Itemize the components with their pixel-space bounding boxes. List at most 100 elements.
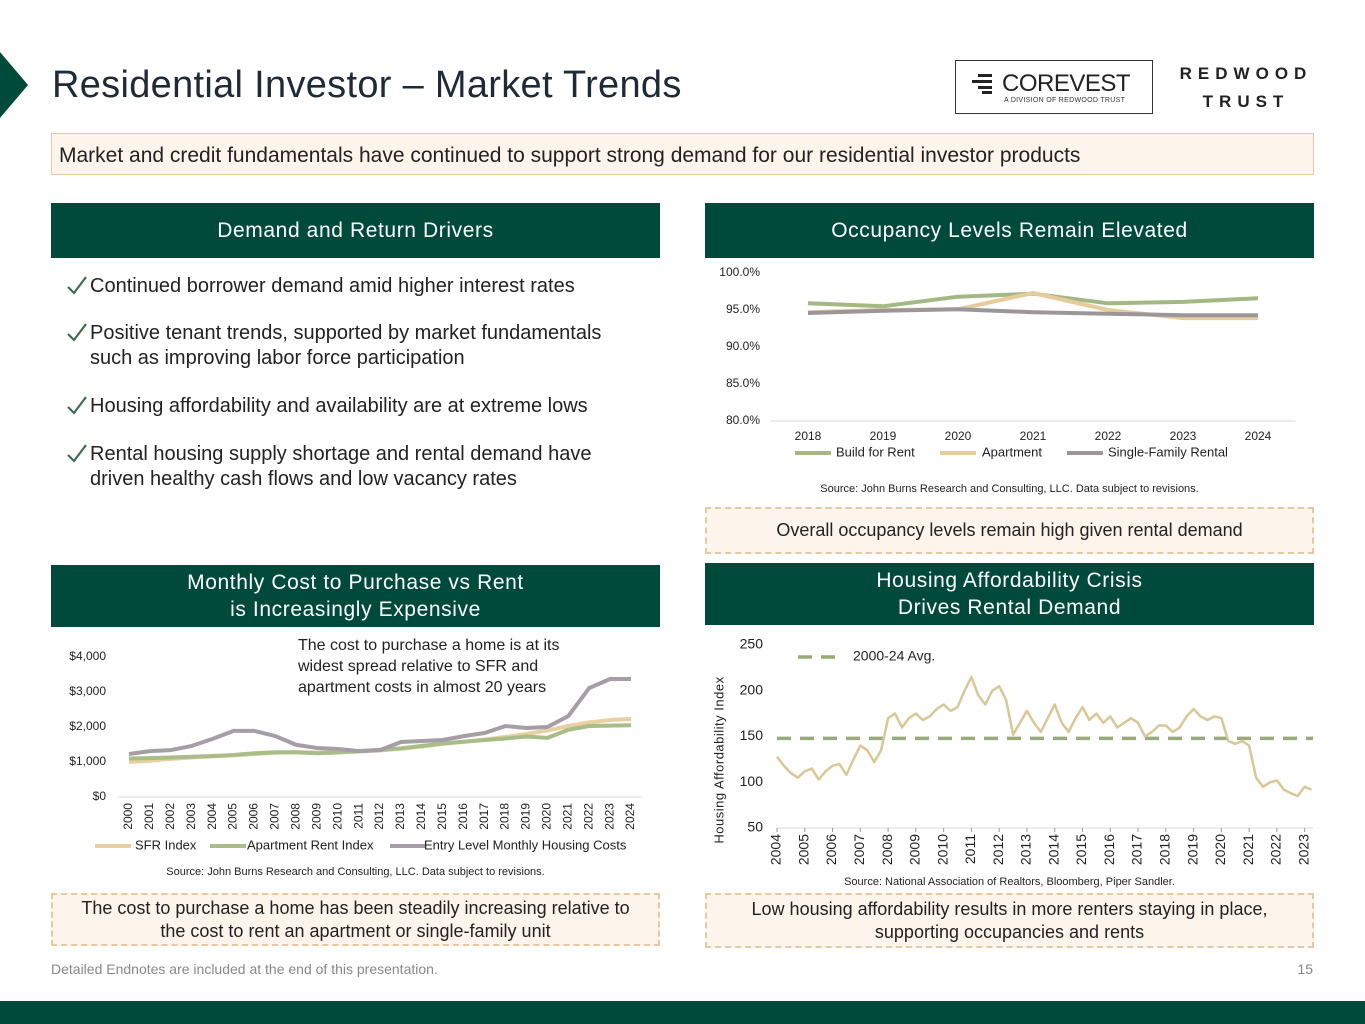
x-tick-label: 2003 — [184, 803, 198, 830]
y-tick-label: 50 — [747, 819, 763, 835]
x-tick-label: 2015 — [435, 803, 449, 830]
corevest-logo: COREVEST A DIVISION OF REDWOOD TRUST — [955, 60, 1153, 114]
source: Source: National Association of Realtors… — [844, 876, 1175, 888]
x-tick-label: 2016 — [1101, 834, 1117, 865]
x-tick-label: 2015 — [1073, 834, 1089, 865]
check-icon — [67, 323, 87, 342]
legend-label: 2000-24 Avg. — [853, 648, 935, 664]
x-tick-label: 2013 — [1018, 834, 1034, 865]
x-tick-label: 2017 — [477, 803, 491, 830]
legend-label: SFR Index — [135, 837, 197, 852]
x-tick-label: 2020 — [945, 429, 972, 443]
bullet-text: Positive tenant trends, supported by mar… — [90, 322, 602, 344]
y-tick-label: 100.0% — [719, 265, 760, 279]
bullet-text: Continued borrower demand amid higher in… — [90, 275, 575, 297]
check-icon — [67, 444, 87, 463]
legend-label: Entry Level Monthly Housing Costs — [424, 837, 627, 852]
x-tick-label: 2020 — [540, 803, 554, 830]
y-tick-label: 95.0% — [726, 302, 760, 316]
x-tick-label: 2023 — [1170, 429, 1197, 443]
bullet-text: Rental housing supply shortage and renta… — [90, 443, 592, 465]
x-tick-label: 2009 — [907, 834, 923, 865]
x-tick-label: 2022 — [1268, 834, 1284, 865]
corner-arrow — [0, 52, 28, 118]
footer-bar — [0, 1001, 1365, 1024]
x-tick-label: 2004 — [768, 834, 784, 865]
bullet: Rental housing supply shortage and renta… — [66, 442, 591, 492]
x-tick-label: 2012 — [990, 834, 1006, 865]
callout: Overall occupancy levels remain high giv… — [705, 507, 1314, 554]
annotation: apartment costs in almost 20 years — [298, 679, 546, 696]
x-tick-label: 2006 — [823, 834, 839, 865]
x-tick-label: 2012 — [372, 803, 386, 830]
y-tick-label: 85.0% — [726, 376, 760, 390]
brand-line: TRUST — [1202, 92, 1290, 111]
x-tick-label: 2019 — [870, 429, 897, 443]
x-tick-label: 2008 — [879, 834, 895, 865]
callout: Low housing affordability results in mor… — [705, 893, 1314, 948]
x-tick-label: 2001 — [142, 803, 156, 830]
x-tick-label: 2021 — [1020, 429, 1047, 443]
y-tick-label: 90.0% — [726, 339, 760, 353]
title: Residential Investor – Market Trends — [52, 64, 682, 106]
x-tick-label: 2018 — [498, 803, 512, 830]
y-tick-label: 150 — [740, 727, 764, 743]
callout: The cost to purchase a home has been ste… — [51, 893, 660, 946]
annotation: widest spread relative to SFR and — [297, 658, 538, 675]
x-tick-label: 2010 — [934, 834, 950, 865]
panel-title: Drives Rental Demand — [897, 596, 1122, 619]
x-tick-label: 2019 — [1184, 834, 1200, 865]
bullet-text: driven healthy cash flows and low vacanc… — [90, 468, 517, 490]
annotation: The cost to purchase a home is at its — [298, 637, 559, 654]
x-tick-label: 2023 — [1295, 834, 1311, 865]
panel-title: Occupancy Levels Remain Elevated — [831, 219, 1188, 242]
y-tick-label: $2,000 — [69, 719, 106, 733]
bullet: Continued borrower demand amid higher in… — [66, 274, 575, 299]
brand-line: REDWOOD — [1179, 64, 1313, 83]
x-tick-label: 2007 — [851, 834, 867, 865]
x-tick-label: 2009 — [309, 803, 323, 830]
x-tick-label: 2018 — [1157, 834, 1173, 865]
bullet-text: such as improving labor force participat… — [90, 347, 465, 369]
x-tick-label: 2022 — [581, 803, 595, 830]
check-icon — [67, 276, 87, 295]
panel-title: Housing Affordability Crisis — [876, 569, 1143, 592]
y-tick-label: $0 — [93, 789, 107, 803]
x-tick-label: 2004 — [205, 803, 219, 830]
y-tick-label: $3,000 — [69, 684, 106, 698]
panel-title: is Increasingly Expensive — [230, 598, 481, 621]
x-tick-label: 2005 — [226, 803, 240, 830]
y-tick-label: 100 — [740, 773, 764, 789]
y-tick-label: $4,000 — [69, 649, 106, 663]
logo-mark — [972, 74, 992, 94]
x-tick-label: 2019 — [519, 803, 533, 830]
legend-label: Single-Family Rental — [1108, 444, 1228, 459]
y-tick-label: 250 — [740, 636, 764, 652]
series-line — [776, 675, 1313, 798]
panel-title: Monthly Cost to Purchase vs Rent — [187, 571, 524, 594]
y-tick-label: $1,000 — [69, 754, 106, 768]
x-tick-label: 2022 — [1095, 429, 1122, 443]
x-tick-label: 2008 — [288, 803, 302, 830]
x-tick-label: 2013 — [393, 803, 407, 830]
x-tick-label: 2005 — [795, 834, 811, 865]
series-line — [807, 291, 1259, 309]
x-tick-label: 2011 — [962, 834, 978, 864]
x-tick-label: 2024 — [1245, 429, 1272, 443]
x-tick-label: 2011 — [351, 803, 365, 829]
logo-tagline: A DIVISION OF REDWOOD TRUST — [1004, 97, 1126, 104]
legend-label: Apartment Rent Index — [247, 837, 374, 852]
x-tick-label: 2006 — [247, 803, 261, 830]
x-tick-label: 2002 — [163, 803, 177, 830]
series-line — [807, 307, 1258, 318]
series-line — [128, 677, 631, 756]
y-tick-label: 80.0% — [726, 413, 760, 427]
x-tick-label: 2000 — [121, 803, 135, 830]
page-number: 15 — [1297, 961, 1313, 977]
source: Source: John Burns Research and Consulti… — [820, 483, 1199, 495]
banner: Market and credit fundamentals have cont… — [51, 133, 1314, 175]
source: Source: John Burns Research and Consulti… — [166, 866, 545, 878]
x-tick-label: 2010 — [330, 803, 344, 830]
